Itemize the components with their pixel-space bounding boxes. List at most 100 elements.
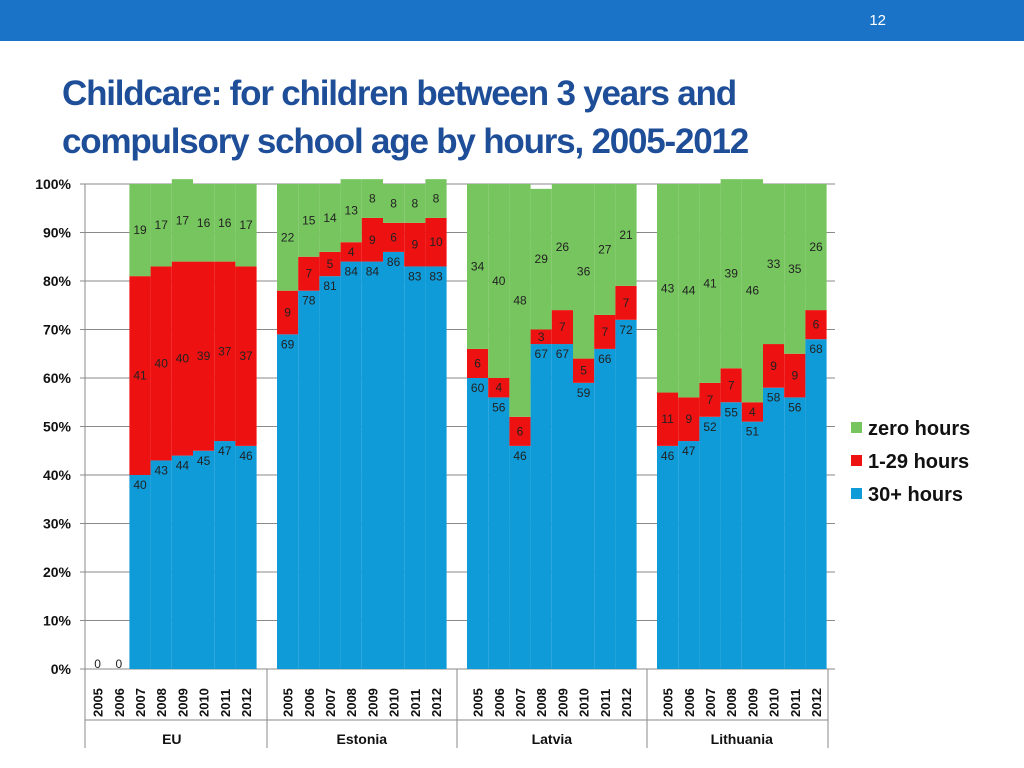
data-label-zero: 8 (369, 192, 376, 206)
bar-1-29 (805, 310, 827, 340)
data-label-1-29: 9 (411, 238, 418, 252)
x-tick-label-year: 2005 (661, 688, 676, 717)
legend-swatch-zero (851, 422, 862, 433)
data-label-30plus: 83 (429, 269, 443, 283)
data-label-1-29: 37 (239, 349, 253, 363)
data-label-30plus: 46 (513, 449, 527, 463)
data-label-1-29: 7 (623, 296, 630, 310)
bar-1-29 (784, 353, 806, 398)
x-tick-label-year: 2009 (555, 688, 570, 717)
bar-1-29 (720, 368, 742, 403)
data-label-zero: 48 (513, 293, 527, 307)
data-label-1-29: 6 (474, 356, 481, 370)
bar-zero (340, 179, 362, 243)
bar-zero (615, 184, 637, 286)
y-tick-label: 0% (51, 661, 72, 677)
bar-30plus (784, 397, 806, 669)
data-label-zero: 16 (218, 216, 232, 230)
data-label-1-29: 11 (661, 412, 674, 426)
bar-30plus (551, 344, 573, 669)
bar-1-29 (488, 378, 510, 398)
bar-30plus (657, 445, 679, 669)
bar-30plus (298, 290, 320, 669)
bar-1-29 (235, 266, 257, 446)
data-label-1-29: 37 (218, 344, 232, 358)
bar-1-29 (425, 217, 447, 267)
x-tick-label-year: 2009 (745, 688, 760, 717)
data-label-30plus: 56 (788, 400, 802, 414)
x-tick-label-year: 2009 (365, 688, 380, 717)
data-label-zero: 22 (281, 230, 295, 244)
data-label-1-29: 39 (197, 349, 211, 363)
data-label-30plus: 69 (281, 337, 295, 351)
x-tick-label-year: 2005 (91, 688, 106, 717)
data-label-zero: 35 (788, 262, 802, 276)
bar-1-29 (171, 261, 193, 456)
bar-30plus (404, 266, 426, 669)
data-label-1-29: 9 (369, 233, 376, 247)
legend-label-thirty_plus: 30+ hours (868, 484, 963, 506)
bar-30plus (383, 251, 405, 669)
x-tick-label-year: 2008 (344, 688, 359, 717)
data-label-30plus: 55 (725, 405, 739, 419)
data-label-1-29: 40 (176, 352, 190, 366)
bar-30plus (741, 421, 763, 669)
data-label-zero: 44 (682, 284, 696, 298)
bar-1-29 (741, 402, 763, 422)
y-tick-label: 90% (43, 225, 72, 241)
bar-30plus (615, 319, 637, 669)
bar-1-29 (530, 329, 552, 345)
data-label-30plus: 46 (661, 449, 675, 463)
bar-1-29 (214, 261, 236, 442)
bar-1-29 (150, 266, 172, 461)
x-tick-label-year: 2012 (619, 688, 634, 717)
data-label-1-29: 5 (580, 364, 587, 378)
bar-zero (699, 184, 721, 383)
x-tick-label-year: 2008 (724, 688, 739, 717)
bar-zero (214, 184, 236, 262)
data-label-1-29: 7 (559, 320, 566, 334)
y-tick-label: 70% (43, 322, 72, 338)
group-label: EU (162, 731, 181, 747)
bar-1-29 (573, 358, 595, 383)
data-label-zero: 34 (471, 259, 485, 273)
data-label-30plus: 86 (387, 255, 401, 269)
slide-title-line-2: compulsory school age by hours, 2005-201… (62, 122, 749, 161)
data-label-30plus: 52 (703, 420, 717, 434)
data-label-1-29: 6 (813, 318, 820, 332)
bar-30plus (150, 460, 172, 669)
slide-title-line-1: Childcare: for children between 3 years … (62, 74, 737, 113)
bar-1-29 (383, 222, 405, 252)
x-tick-label-year: 2012 (809, 688, 824, 717)
data-label-30plus: 83 (408, 269, 422, 283)
bar-zero (277, 184, 299, 291)
data-label-zero: 17 (155, 218, 169, 232)
data-label-zero: 13 (345, 204, 359, 218)
bar-zero (319, 184, 341, 252)
x-tick-label-year: 2010 (387, 688, 402, 717)
bar-1-29 (129, 276, 151, 475)
bar-30plus (699, 416, 721, 669)
bar-30plus (171, 455, 193, 669)
x-tick-label-year: 2006 (112, 688, 127, 717)
bar-zero (551, 184, 573, 311)
y-tick-label: 40% (43, 467, 72, 483)
bar-zero (657, 184, 679, 393)
bar-zero (488, 184, 510, 378)
bar-zero (383, 184, 405, 223)
x-tick-label-year: 2007 (513, 688, 528, 717)
x-tick-label-year: 2006 (492, 688, 507, 717)
data-label-zero: 29 (535, 252, 549, 266)
data-label-1-29: 6 (390, 230, 397, 244)
data-label-zero: 33 (767, 257, 781, 271)
x-tick-label-year: 2008 (534, 688, 549, 717)
bar-zero (235, 184, 257, 267)
bar-30plus (805, 339, 827, 669)
data-label-zero: 17 (176, 213, 190, 227)
bar-zero (720, 179, 742, 369)
bar-zero (594, 184, 616, 315)
data-label-30plus: 66 (598, 352, 612, 366)
y-tick-label: 100% (35, 176, 71, 192)
bar-1-29 (657, 392, 679, 446)
